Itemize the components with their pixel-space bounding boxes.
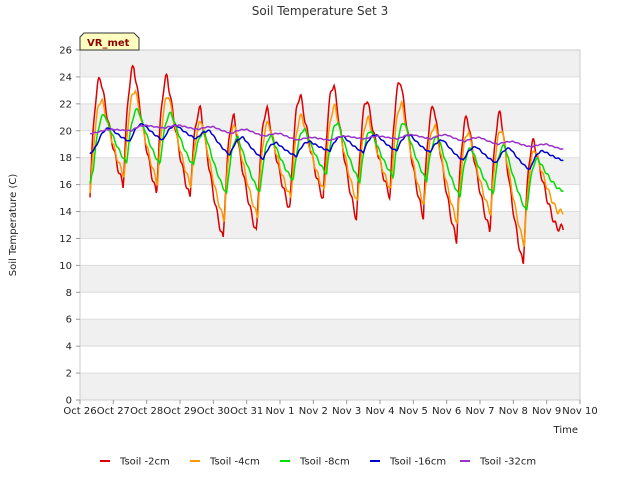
legend-label: Tsoil -2cm (119, 457, 170, 468)
y-tick-label: 16 (59, 180, 72, 191)
y-tick-label: 26 (59, 46, 72, 57)
series-line-tsoil-4cm (89, 89, 564, 247)
x-tick-label: Oct 30 (197, 406, 230, 417)
y-tick-label: 2 (66, 369, 72, 380)
plot-band (80, 373, 580, 400)
y-tick-label: 18 (59, 153, 72, 164)
plot-band (80, 265, 580, 293)
y-tick-label: 12 (59, 234, 72, 245)
x-tick-label: Oct 28 (130, 406, 163, 417)
series-lines (89, 64, 565, 264)
y-tick-label: 8 (66, 288, 72, 299)
y-tick-label: 14 (59, 207, 72, 218)
y-tick-label: 0 (66, 396, 72, 407)
plot-band (80, 50, 580, 77)
x-axis-title: Time (553, 425, 578, 436)
y-tick-label: 4 (66, 342, 72, 353)
x-tick-label: Oct 26 (63, 406, 96, 417)
x-tick-label: Nov 9 (532, 406, 561, 417)
station-badge-text: VR_met (87, 38, 130, 49)
series-line-tsoil-16cm (89, 123, 564, 170)
legend-label: Tsoil -8cm (299, 457, 350, 468)
x-tick-label: Nov 1 (265, 406, 294, 417)
plot-frame (79, 49, 581, 401)
x-tick-label: Nov 7 (465, 406, 494, 417)
legend: Tsoil -2cm Tsoil -4cm Tsoil -8cm Tsoil -16c… (100, 457, 536, 468)
series-line-tsoil-2cm (89, 64, 565, 264)
plot-band (80, 157, 580, 185)
plot-band (80, 211, 580, 239)
x-tick-label: Nov 10 (562, 406, 597, 417)
x-tick-label: Nov 4 (365, 406, 394, 417)
station-badge-box (79, 32, 140, 51)
y-tick-label: 6 (66, 315, 72, 326)
plot-background-bands (80, 50, 580, 400)
x-tick-label: Nov 8 (499, 406, 528, 417)
y-axis-title: Soil Temperature (C) (8, 174, 19, 277)
x-tick-label: Oct 27 (97, 406, 130, 417)
y-tick-label: 10 (59, 261, 72, 272)
legend-label: Tsoil -32cm (479, 457, 536, 468)
x-tick-label: Nov 3 (332, 406, 361, 417)
x-tick-label: Nov 5 (399, 406, 428, 417)
station-badge: VR_met (79, 32, 140, 51)
y-tick-label: 20 (59, 126, 72, 137)
x-axis-ticks: Oct 26 Oct 27 Oct 28 Oct 29 Oct 30 Oct 31 Nov … (63, 400, 598, 417)
chart-title: Soil Temperature Set 3 (252, 4, 388, 18)
legend-label: Tsoil -4cm (209, 457, 260, 468)
plot-band (80, 319, 580, 347)
series-line-tsoil-32cm (89, 124, 564, 150)
x-tick-label: Nov 2 (299, 406, 328, 417)
y-tick-label: 24 (59, 72, 72, 83)
x-tick-label: Oct 29 (163, 406, 196, 417)
series-line-tsoil-8cm (89, 107, 564, 211)
legend-label: Tsoil -16cm (389, 457, 446, 468)
y-tick-label: 22 (59, 99, 72, 110)
x-tick-label: Nov 6 (432, 406, 461, 417)
x-tick-label: Oct 31 (230, 406, 263, 417)
